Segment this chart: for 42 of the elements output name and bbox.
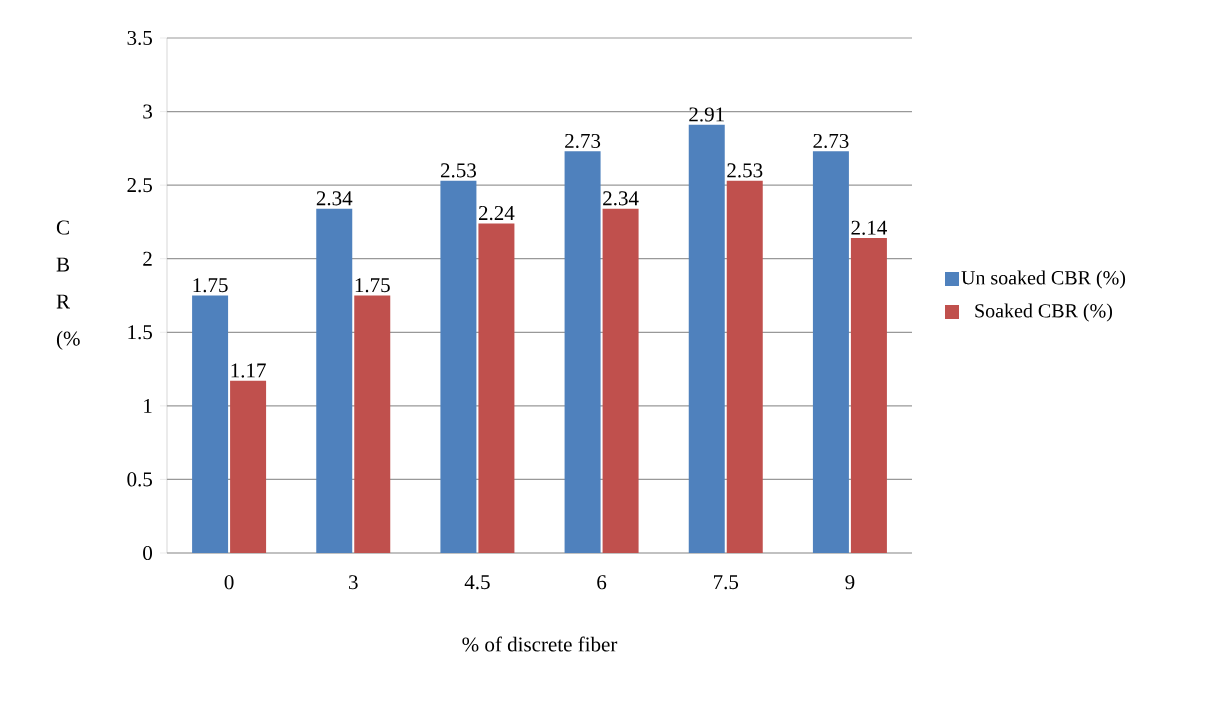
legend-label: Un soaked CBR (%)	[961, 270, 1126, 289]
bar	[726, 180, 763, 553]
data-label: 2.73	[813, 133, 849, 149]
y-tick-label: 2	[143, 251, 152, 266]
bar	[850, 238, 887, 553]
x-tick-label: 6	[597, 575, 607, 590]
bar	[688, 124, 725, 553]
data-label: 2.53	[727, 163, 763, 178]
data-label: 2.14	[851, 220, 887, 235]
y-tick-label: 0.5	[127, 472, 152, 487]
data-label: 1.17	[231, 363, 266, 378]
bar	[192, 295, 229, 553]
x-tick-label: 0	[224, 575, 234, 590]
data-label: 2.34	[316, 191, 353, 206]
x-axis-title: % of discrete fiber	[462, 636, 618, 652]
bar	[230, 380, 267, 553]
x-tick-label: 3	[349, 575, 358, 590]
bar	[602, 208, 639, 553]
bar	[440, 180, 477, 553]
bar	[812, 151, 849, 553]
x-tick-label: 9	[845, 575, 855, 590]
bar	[354, 295, 391, 553]
bar	[478, 223, 515, 553]
bar	[316, 208, 353, 553]
data-label: 1.75	[355, 278, 390, 293]
data-label: 2.91	[689, 107, 724, 122]
y-tick-label: 3	[143, 104, 152, 119]
x-tick-label: 7.5	[714, 575, 739, 590]
x-tick-label: 4.5	[464, 575, 490, 590]
legend-label: Soaked CBR (%)	[975, 303, 1113, 322]
bar	[564, 151, 601, 553]
data-label: 2.73	[565, 133, 601, 149]
y-axis-title: C B R (%	[56, 220, 80, 350]
data-label: 2.53	[440, 163, 476, 178]
y-tick-label: 2.5	[127, 178, 152, 193]
y-tick-label: 1	[144, 398, 152, 413]
y-tick-label: 3.5	[127, 30, 152, 46]
y-tick-label: 0	[143, 545, 153, 561]
y-tick-label: 1.5	[128, 325, 152, 340]
data-label: 2.24	[478, 205, 515, 221]
data-label: 1.75	[193, 278, 228, 293]
data-label: 2.34	[603, 191, 639, 206]
